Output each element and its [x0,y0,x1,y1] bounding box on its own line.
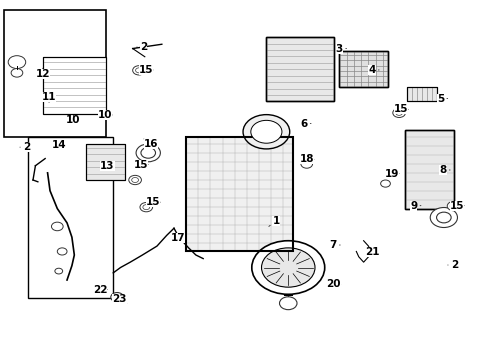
FancyBboxPatch shape [339,51,387,87]
Circle shape [279,297,296,310]
Circle shape [140,203,152,212]
FancyBboxPatch shape [42,57,106,114]
Circle shape [8,56,26,68]
Circle shape [392,108,405,117]
Circle shape [449,203,456,208]
Text: 21: 21 [365,247,379,257]
FancyBboxPatch shape [86,144,125,180]
FancyBboxPatch shape [4,10,106,137]
Text: 23: 23 [112,294,126,303]
Circle shape [135,68,142,73]
Text: 15: 15 [145,197,160,207]
Circle shape [251,241,324,294]
Text: 16: 16 [143,139,158,149]
Text: 19: 19 [384,168,398,179]
Circle shape [51,222,63,231]
Text: 1: 1 [268,216,279,226]
Circle shape [395,111,402,115]
Text: 5: 5 [436,94,447,104]
FancyBboxPatch shape [186,137,292,251]
Text: 10: 10 [98,110,112,120]
Text: 20: 20 [325,279,340,289]
Circle shape [11,68,23,77]
Circle shape [57,248,67,255]
Circle shape [250,120,282,143]
Text: 3: 3 [335,44,346,54]
Circle shape [243,114,289,149]
Circle shape [141,148,155,158]
Text: 13: 13 [100,161,115,171]
Text: 6: 6 [300,118,310,129]
Text: 14: 14 [51,140,66,150]
Circle shape [142,204,149,210]
Text: 15: 15 [449,201,463,211]
Circle shape [55,268,62,274]
Text: 2: 2 [447,260,457,270]
Text: 10: 10 [66,115,81,125]
Circle shape [128,175,141,185]
Circle shape [436,212,450,223]
Text: 15: 15 [138,65,153,75]
Circle shape [429,207,457,228]
FancyBboxPatch shape [407,87,436,102]
FancyBboxPatch shape [28,137,113,298]
Circle shape [111,293,123,302]
FancyBboxPatch shape [404,130,453,208]
FancyBboxPatch shape [266,37,334,102]
Text: 2: 2 [20,142,30,152]
Circle shape [131,177,138,183]
Circle shape [261,248,314,287]
Circle shape [380,180,389,187]
Text: 8: 8 [438,165,449,175]
Text: 17: 17 [170,233,185,243]
Text: 18: 18 [299,154,313,164]
Text: 9: 9 [409,201,420,211]
Circle shape [132,66,145,75]
Text: 22: 22 [93,285,107,295]
Text: 12: 12 [36,68,50,78]
Text: 2: 2 [136,42,147,52]
Circle shape [300,159,312,168]
Text: 4: 4 [367,65,378,75]
Text: 15: 15 [393,104,407,114]
Circle shape [114,295,120,300]
Circle shape [447,202,459,211]
Text: 11: 11 [41,92,56,103]
Text: 7: 7 [328,240,340,250]
Text: 15: 15 [133,159,148,170]
Circle shape [136,144,160,162]
